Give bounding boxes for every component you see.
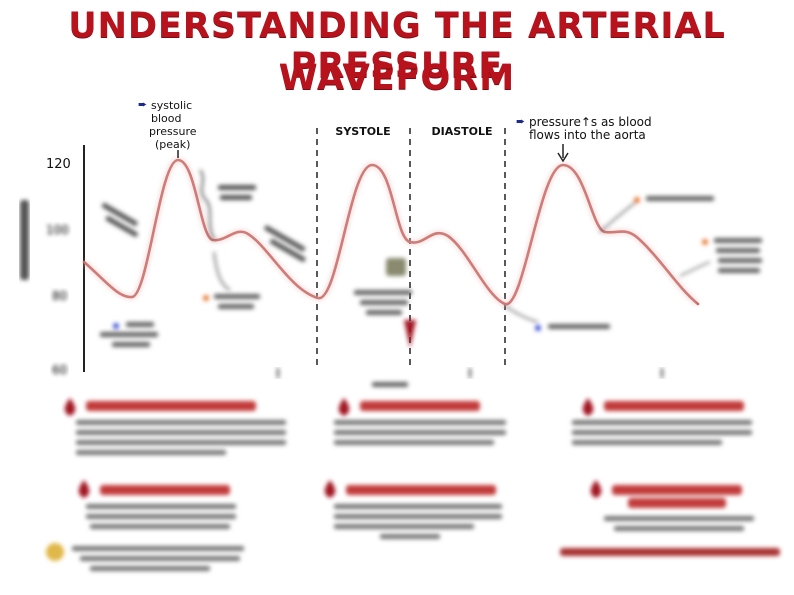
card-systolic-peak [334, 398, 506, 445]
annotation-line: pressure [149, 125, 197, 138]
page-title-line-2: WAVEFORM [278, 58, 516, 98]
card-end-diastolic-pressure [560, 480, 780, 556]
annotation-line: systolic [151, 99, 192, 112]
y-axis-title-blurred [20, 200, 29, 280]
card-systolic-decline [572, 398, 752, 445]
systolic-peak-annotation: ➨ systolic blood pressure (peak) [138, 98, 197, 158]
aorta-annotation: ➨ pressure↑s as blood flows into the aor… [516, 115, 652, 163]
systole-label: SYSTOLE [335, 125, 390, 138]
y-tick-label: 120 [46, 157, 71, 172]
card-diastolic-runoff [324, 480, 502, 539]
y-tick-label: 100 [46, 223, 69, 237]
card-dicrotic-notch [46, 480, 244, 571]
blurred-diagram-notes [100, 169, 762, 387]
card-systolic-upstroke [64, 398, 286, 455]
diastole-label: DIASTOLE [431, 125, 492, 138]
info-cards-blurred [46, 398, 780, 571]
annotation-line: blood [151, 112, 181, 125]
annotation-line: pressure↑s as blood [529, 115, 652, 129]
y-tick-label: 80 [52, 289, 67, 303]
page-title: UNDERSTANDING THE ARTERIAL PRESSURE [68, 6, 726, 86]
annotation-line: flows into the aorta [529, 128, 646, 142]
y-tick-label: 60 [52, 363, 67, 377]
bullet-icon: ➨ [138, 98, 147, 111]
bullet-icon: ➨ [516, 115, 525, 128]
annotation-line: (peak) [155, 138, 190, 151]
